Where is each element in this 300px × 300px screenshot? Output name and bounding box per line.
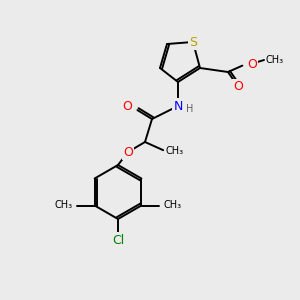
Text: O: O <box>233 80 243 94</box>
Text: CH₃: CH₃ <box>265 55 283 65</box>
Text: O: O <box>122 100 132 113</box>
Text: Cl: Cl <box>112 233 124 247</box>
Text: CH₃: CH₃ <box>55 200 73 211</box>
Text: O: O <box>247 58 257 70</box>
Text: N: N <box>173 100 183 112</box>
Text: CH₃: CH₃ <box>164 200 181 211</box>
Text: H: H <box>186 104 194 114</box>
Text: CH₃: CH₃ <box>166 146 184 156</box>
Text: O: O <box>123 146 133 158</box>
Text: S: S <box>189 35 197 49</box>
